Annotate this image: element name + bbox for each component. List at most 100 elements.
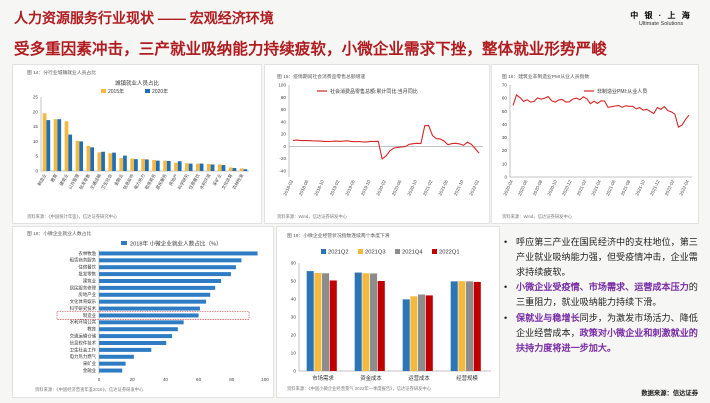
legend-label: 2022Q1	[439, 250, 460, 256]
chart-card-smb-index: 图 19：小微企业经营状况指数连续两个季度下滑 2021Q2 2021Q3 2021…	[276, 226, 500, 398]
bar	[329, 280, 337, 371]
bar	[112, 152, 116, 171]
x-tick-label: 2022-04	[678, 179, 690, 197]
bar	[402, 299, 410, 371]
bar	[90, 147, 94, 171]
y-tick-label: 10	[291, 351, 297, 357]
y-tick-label: 40	[502, 122, 508, 127]
y-tick-label: 40	[291, 297, 297, 303]
chart-caption: 图 14：分行业城镇就业人员占比	[27, 71, 97, 76]
y-tick-label: 70	[502, 83, 508, 88]
y-tick-label: 金融业	[83, 367, 97, 374]
legend-swatch	[145, 89, 150, 93]
bar	[99, 272, 231, 277]
logo-en: Ultimate Solutions	[638, 21, 684, 27]
legend-swatch	[121, 241, 127, 245]
x-tick-label: 80	[229, 377, 235, 382]
bar	[410, 296, 418, 371]
chart-card-smb-employment: 图 18：小微企业就业人数占比 2018年 小微企业就业人数占比（%） 农林牧渔租…	[12, 226, 274, 398]
y-tick-label: 60	[291, 261, 297, 267]
bar	[217, 164, 222, 171]
y-tick-label: 15	[33, 124, 39, 129]
bar	[123, 155, 127, 171]
chart-note: 资料来源：《中国统计年鉴》，信达证券研究中心	[27, 214, 118, 219]
y-tick-label: 20	[281, 132, 287, 137]
y-tick-label: 建筑业	[83, 277, 97, 284]
bullet-list: • 呼应第三产业在国民经济中的支柱地位，第三产业就业吸纳能力强，但受疫情冲击，企业…	[504, 235, 700, 356]
x-tick-label: 2019-10	[360, 179, 372, 197]
bullet-dot: •	[504, 312, 508, 323]
y-tick-label: 房地产业	[78, 291, 96, 298]
x-tick-label: 制造业	[36, 172, 49, 187]
x-tick-label: 2018-06	[298, 179, 310, 197]
chart-caption: 图 16：建筑业非制造业PMI从业人员指数	[502, 75, 590, 80]
bar	[354, 272, 362, 371]
bullet-highlight-text: 保就业与稳增长	[516, 312, 580, 323]
bar	[370, 273, 378, 371]
chart-note: 资料来源：Wind，信达证券研发中心	[277, 214, 347, 219]
bullet-item: • 呼应第三产业在国民经济中的支柱地位，第三产业就业吸纳能力强，但受疫情冲击，企业…	[504, 235, 700, 279]
y-tick-label: 科学研究技术	[70, 305, 97, 312]
bar	[221, 165, 226, 171]
y-tick-label: 80	[281, 95, 287, 100]
x-tick-label: 卫生社会	[99, 172, 114, 191]
bar	[101, 151, 105, 171]
legend-label: 2021Q2	[328, 250, 349, 256]
bar	[177, 161, 182, 171]
bar	[99, 334, 173, 339]
x-tick-label: 教育	[49, 172, 60, 184]
chart-card-employment-share: 图 14：分行业城镇就业人员占比 城镇就业人员占比 2015年 2020年 0 5 10 1…	[12, 64, 262, 224]
y-tick-label: 60	[502, 96, 508, 101]
bar	[174, 162, 178, 171]
bullet-dot: •	[504, 282, 508, 293]
slide-title: 人力资源服务行业现状 —— 宏观经济环境	[14, 10, 274, 26]
chart-note: 资料来源：《中国经济普查年鉴2018》，信达证券研发中心	[35, 387, 144, 392]
bar	[377, 281, 385, 371]
y-tick-label: 水利环境公共	[70, 319, 97, 326]
x-tick-label: 2021-10	[634, 179, 646, 197]
bar	[322, 273, 330, 371]
x-tick-label: 2020-06	[517, 179, 529, 197]
bar	[119, 157, 124, 171]
y-tick-label: 卫生社会工作	[70, 346, 97, 353]
y-tick-label: 0	[293, 369, 296, 375]
y-tick-label: 交通运输仓储	[70, 333, 97, 340]
bar	[99, 347, 152, 352]
bar	[166, 160, 171, 171]
x-tick-label: 市场需求	[312, 374, 334, 382]
y-tick-label: 制造业	[83, 312, 97, 319]
x-tick-label: 2020-06	[391, 179, 403, 197]
bar	[243, 169, 248, 171]
bar	[46, 120, 51, 171]
bar	[188, 163, 193, 171]
x-tick-label: 2020-02	[375, 179, 387, 197]
x-tick-label: 2018-10	[313, 179, 325, 197]
bar	[99, 279, 222, 283]
bar	[141, 158, 145, 171]
bar	[99, 354, 134, 359]
series-line	[292, 124, 480, 160]
logo: 中 银 · 上 海 Ultimate Solutions	[626, 10, 696, 27]
x-tick-label: 2021-02	[576, 179, 588, 197]
series-line	[512, 94, 690, 128]
legend-label: 2018年 小微企业就业人数占比（%）	[130, 240, 222, 248]
bar	[99, 292, 211, 297]
bar	[99, 258, 242, 263]
y-tick-label: 住宿餐饮	[78, 264, 96, 271]
bar	[232, 168, 237, 171]
x-tick-label: 100	[261, 377, 269, 382]
bar	[57, 119, 62, 171]
chart-card-retail-sales: 图 15：疫情期间社会消费品零售总额增速 社会消费品零售总额:累计同比:当月同比…	[264, 64, 490, 224]
bar	[196, 163, 200, 171]
y-tick-label: 50	[502, 109, 508, 114]
slide-subtitle: 受多重因素冲击，三产就业吸纳能力持续疲软，小微企业需求下挫，整体就业形势严峻	[14, 41, 607, 58]
y-tick-label: 居民服务修理	[70, 284, 97, 291]
x-tick-label: 2021-10	[453, 179, 465, 197]
y-tick-label: 信息软件技术	[70, 339, 97, 346]
y-tick-label: 50	[291, 279, 297, 285]
chart-caption: 图 15：疫情期间社会消费品零售总额增速	[277, 75, 366, 80]
legend-label: 社会消费品零售总额:累计同比:当月同比	[330, 88, 418, 95]
x-tick-label: 2019-02	[329, 179, 341, 197]
bar	[75, 140, 80, 171]
